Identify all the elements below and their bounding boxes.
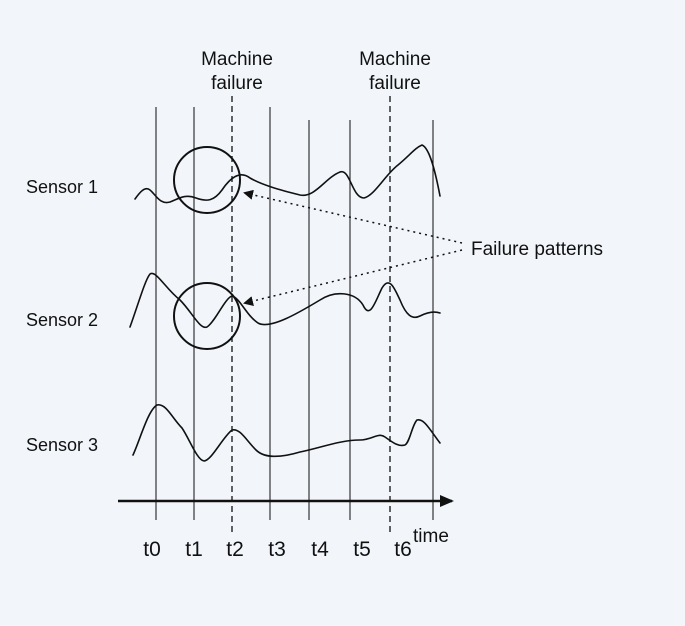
tick-label-t0: t0 bbox=[143, 538, 161, 561]
tick-label-t3: t3 bbox=[268, 538, 286, 561]
sensor-3-label: Sensor 3 bbox=[26, 435, 98, 455]
failure-pattern-circle-1 bbox=[173, 146, 241, 214]
failure-pattern-arrow-1 bbox=[243, 189, 463, 244]
failure-pattern-arrow-2 bbox=[243, 249, 463, 306]
sensor-2-signal bbox=[129, 272, 441, 328]
tick-label-t2: t2 bbox=[226, 538, 244, 561]
failure-label-1-line2: failure bbox=[211, 73, 263, 94]
sensor-1-label: Sensor 1 bbox=[26, 177, 98, 197]
failure-label-2-line1: Machine bbox=[359, 49, 431, 70]
failure-patterns-label: Failure patterns bbox=[471, 239, 603, 260]
sensor-2-label: Sensor 2 bbox=[26, 310, 98, 330]
failure-pattern-circle-2 bbox=[173, 282, 241, 350]
tick-label-t5: t5 bbox=[353, 538, 371, 561]
time-axis-label: time bbox=[413, 526, 449, 547]
sensor-3-signal bbox=[132, 404, 441, 462]
time-grid bbox=[155, 107, 434, 520]
tick-label-t6: t6 bbox=[394, 538, 412, 561]
failure-label-1-line1: Machine bbox=[201, 49, 273, 70]
tick-label-t1: t1 bbox=[185, 538, 203, 561]
failure-label-2-line2: failure bbox=[369, 73, 421, 94]
failure-lines bbox=[231, 96, 391, 535]
tick-label-t4: t4 bbox=[311, 538, 329, 561]
sensor-1-signal bbox=[134, 144, 441, 204]
